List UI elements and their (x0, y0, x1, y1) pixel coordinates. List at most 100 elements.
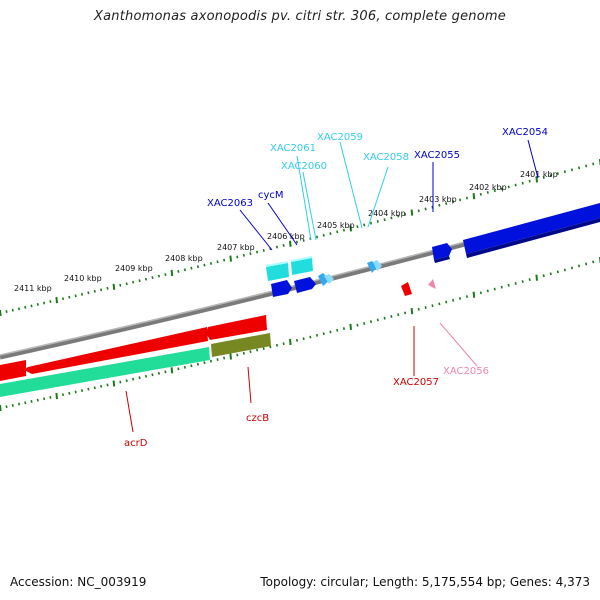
minor-tick (315, 235, 319, 239)
gene-label-XAC2059[interactable]: XAC2059 (317, 132, 363, 143)
gene-green-block[interactable] (0, 347, 210, 397)
gene-czcB[interactable] (211, 333, 271, 357)
minor-tick (479, 192, 482, 196)
minor-tick (119, 283, 122, 287)
minor-tick (570, 168, 574, 172)
minor-tick (424, 207, 427, 211)
gene-acrD[interactable] (0, 327, 208, 381)
gene-label-cycM[interactable]: cycM (258, 190, 284, 201)
gene-cycM[interactable] (294, 277, 316, 293)
minor-tick (119, 380, 122, 384)
major-tick (289, 240, 292, 247)
minor-tick (500, 285, 503, 289)
leader-czcB (247, 366, 252, 404)
gene-label-XAC2056[interactable]: XAC2056 (443, 366, 489, 377)
minor-tick (87, 387, 90, 391)
leader-XAC2063 (239, 209, 273, 251)
major-tick (55, 392, 58, 400)
gene-XAC2059[interactable] (318, 273, 334, 286)
minor-tick (144, 374, 148, 378)
minor-tick (203, 263, 206, 267)
minor-tick (528, 179, 531, 183)
minor-tick (49, 300, 52, 304)
minor-tick (144, 277, 148, 281)
minor-tick (397, 214, 400, 218)
gene-XAC2063[interactable] (271, 280, 292, 297)
major-tick (0, 404, 2, 412)
minor-tick (93, 386, 96, 390)
genome-summary-label: Topology: circular; Length: 5,175,554 bp… (260, 575, 590, 589)
minor-tick (563, 268, 566, 272)
minor-tick (302, 337, 305, 341)
gene-label-XAC2061[interactable]: XAC2061 (270, 143, 316, 154)
minor-tick (242, 253, 245, 257)
gene-label-acrD[interactable]: acrD (124, 438, 148, 449)
minor-tick (183, 365, 186, 369)
minor-tick (556, 172, 559, 176)
minor-tick (68, 391, 71, 395)
minor-tick (43, 301, 46, 305)
gene-XAC2061[interactable] (266, 261, 289, 281)
minor-tick (138, 279, 141, 283)
major-tick (229, 255, 232, 262)
minor-tick (17, 402, 21, 406)
gene-label-XAC2060[interactable]: XAC2060 (281, 161, 327, 172)
minor-tick (106, 383, 109, 387)
gene-label-XAC2063[interactable]: XAC2063 (207, 198, 253, 209)
gene-label-XAC2057[interactable]: XAC2057 (393, 377, 439, 388)
minor-tick (507, 185, 510, 189)
major-tick (289, 338, 292, 346)
gene-XAC2055[interactable] (432, 243, 452, 263)
minor-tick (24, 401, 27, 405)
minor-tick (190, 364, 193, 368)
gene-XAC2056[interactable] (428, 279, 436, 289)
minor-tick (521, 280, 524, 283)
minor-tick (196, 362, 200, 366)
minor-tick (295, 240, 299, 244)
leader-cycM (267, 202, 298, 246)
minor-tick (183, 268, 186, 272)
minor-tick (295, 338, 299, 342)
minor-tick (282, 243, 285, 247)
minor-tick (256, 348, 259, 352)
minor-tick (106, 286, 109, 290)
minor-tick (249, 350, 252, 354)
leader-XAC2054 (527, 139, 539, 179)
gene-XAC2058[interactable] (367, 260, 382, 273)
gene-label-XAC2058[interactable]: XAC2058 (363, 152, 409, 163)
minor-tick (431, 304, 434, 308)
tick-label: 2409 kbp (115, 264, 153, 273)
minor-tick (336, 328, 339, 332)
minor-tick (458, 198, 462, 202)
minor-tick (93, 289, 96, 293)
minor-tick (585, 262, 588, 266)
gene-label-czcB[interactable]: czcB (246, 413, 269, 424)
minor-tick (500, 187, 503, 191)
tick-label: 2411 kbp (14, 284, 52, 293)
minor-tick (445, 300, 448, 304)
gene-XAC2054[interactable] (463, 203, 600, 258)
minor-tick (242, 351, 245, 355)
minor-tick (177, 269, 180, 273)
gene-label-XAC2055[interactable]: XAC2055 (414, 150, 460, 161)
minor-tick (190, 266, 193, 270)
minor-tick (452, 298, 455, 302)
gene-czcB-red[interactable] (206, 315, 267, 340)
minor-tick (164, 370, 167, 374)
leader-acrD (125, 390, 134, 433)
minor-tick (203, 361, 206, 365)
gene-label-XAC2054[interactable]: XAC2054 (502, 127, 548, 138)
gene-XAC2057[interactable] (401, 282, 412, 296)
minor-tick (43, 397, 46, 401)
minor-tick (223, 258, 226, 262)
leader-XAC2058 (367, 166, 389, 228)
minor-tick (125, 282, 128, 286)
minor-tick (329, 232, 332, 236)
minor-tick (486, 191, 489, 194)
minor-tick (383, 316, 386, 320)
minor-tick (87, 291, 90, 295)
gene-XAC2060[interactable] (291, 256, 313, 275)
minor-tick (256, 250, 259, 254)
minor-tick (417, 307, 420, 311)
tick-label: 2401 kbp (520, 170, 558, 179)
